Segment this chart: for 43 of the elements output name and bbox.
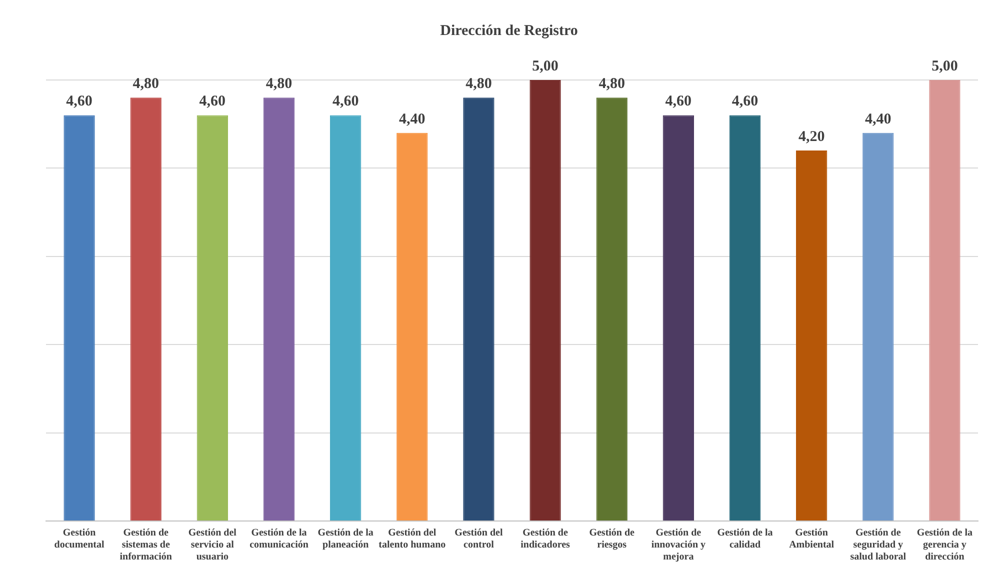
bar	[796, 150, 828, 520]
data-label: 4,60	[199, 94, 226, 110]
x-tick-label: Gestión de la comunicación	[250, 528, 309, 551]
bar	[729, 115, 761, 520]
bar	[929, 80, 960, 520]
x-tick-label: Gestión del servicio al usuario	[188, 528, 237, 563]
bar	[130, 98, 162, 520]
x-tick-label: Gestión de sistemas de información	[120, 528, 172, 563]
data-label: 4,40	[865, 111, 892, 128]
data-label: 4,80	[266, 76, 292, 92]
bar	[396, 132, 428, 520]
x-tick-label: Gestión de la planeación	[318, 528, 374, 551]
x-tick-label: Gestión de riesgos	[589, 528, 636, 551]
data-label: 4,60	[665, 94, 692, 110]
x-tick-label: Gestión Ambiental	[789, 528, 834, 551]
bar	[330, 115, 362, 520]
data-label: 4,60	[66, 94, 92, 110]
bar	[530, 80, 561, 520]
x-tick-label: Gestión de la calidad	[717, 528, 773, 551]
data-label: 5,00	[932, 58, 958, 74]
x-tick-label: Gestión del talento humano	[378, 528, 446, 551]
x-tick-label: Gestión de la gerencia y dirección	[916, 528, 972, 563]
bar	[196, 115, 228, 520]
x-tick-label: Gestión de seguridad y salud laboral	[850, 528, 906, 563]
data-label: 4,60	[332, 94, 359, 110]
data-label: 4,80	[466, 76, 492, 92]
x-tick-label: Gestión de indicadores	[520, 528, 570, 551]
bar	[662, 115, 694, 520]
data-label: 4,60	[732, 94, 758, 110]
bar	[862, 132, 894, 520]
bar	[596, 98, 628, 520]
data-label: 4,80	[132, 76, 159, 92]
data-label: 5,00	[532, 58, 558, 74]
bar	[463, 98, 494, 520]
data-label: 4,20	[798, 128, 825, 145]
bar	[64, 115, 95, 520]
data-label: 4,80	[598, 76, 625, 92]
x-tick-label: Gestión del control	[454, 528, 503, 551]
bar	[263, 98, 295, 520]
data-label: 4,40	[399, 111, 426, 128]
x-tick-label: Gestión de innovación y mejora	[651, 528, 706, 563]
chart-title: Dirección de Registro	[440, 22, 578, 39]
x-tick-label: Gestión documental	[54, 528, 105, 551]
